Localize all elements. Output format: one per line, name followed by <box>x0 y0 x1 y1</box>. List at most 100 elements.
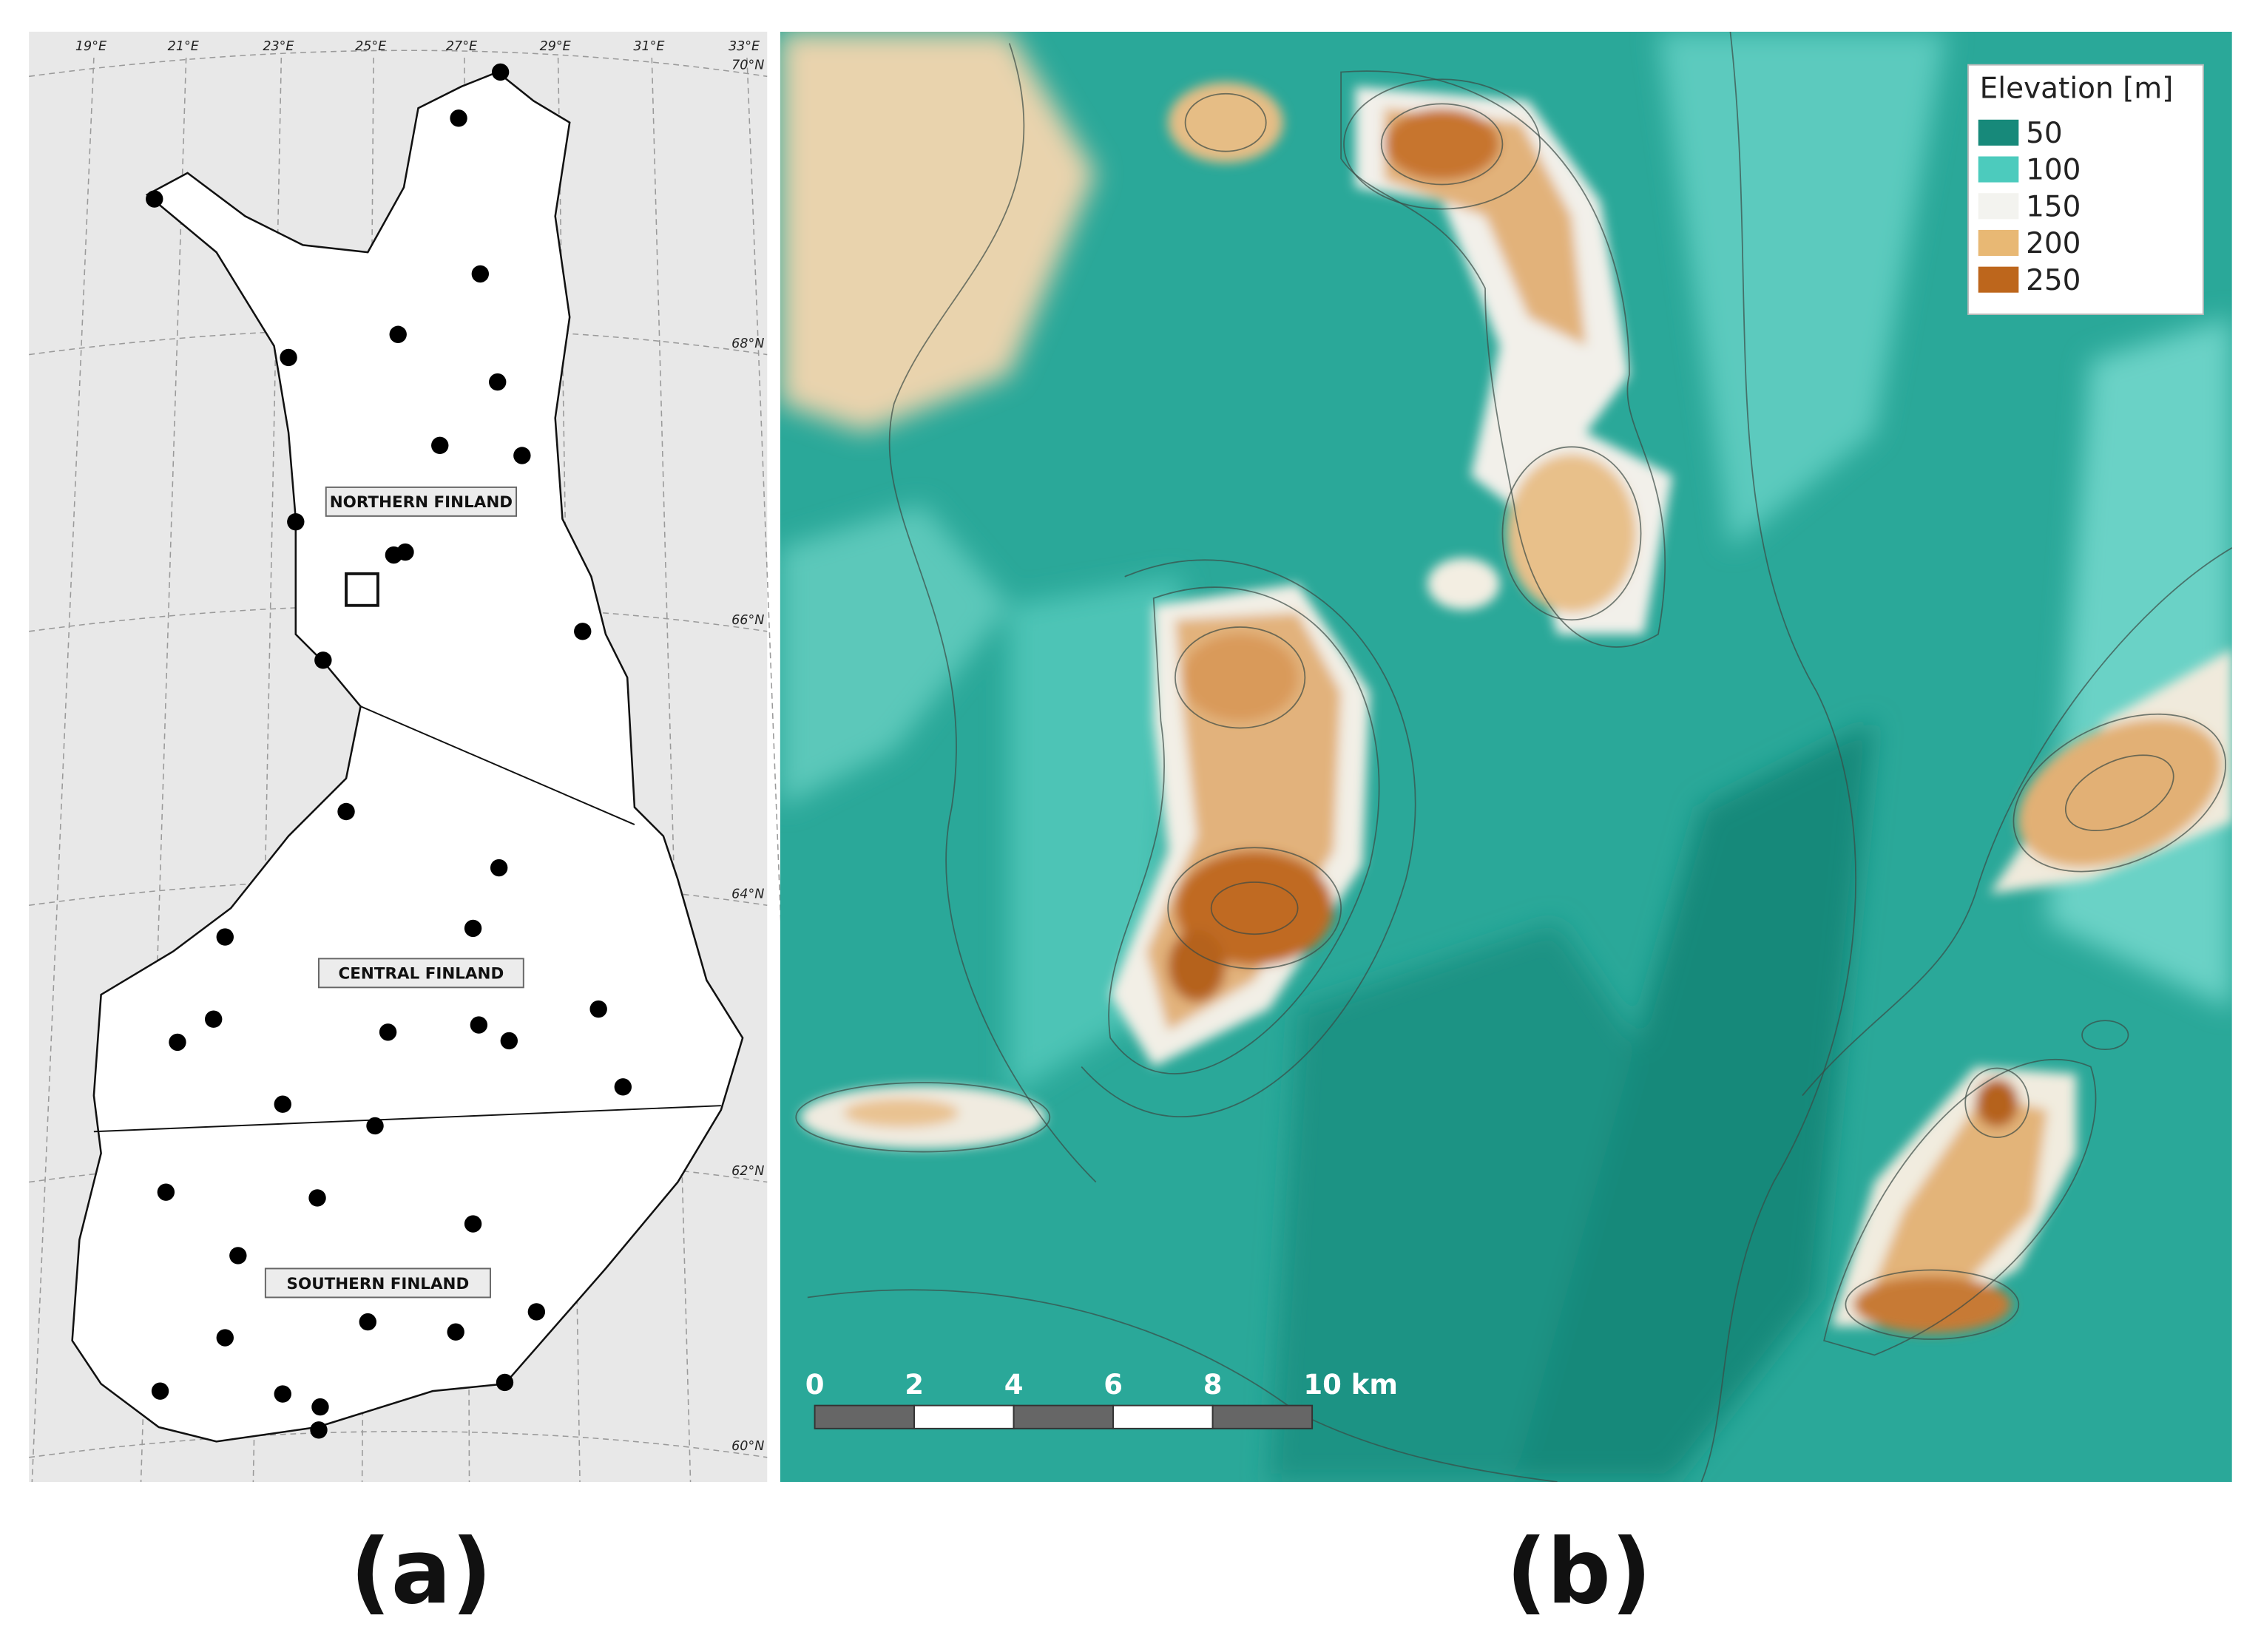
latitude-label: 64°N <box>731 887 764 901</box>
latitude-label: 70°N <box>731 58 764 73</box>
station <box>359 1313 376 1331</box>
legend-swatch <box>1978 119 2019 146</box>
station <box>496 1373 514 1392</box>
highlands <box>795 31 2232 1482</box>
station <box>447 1323 464 1341</box>
longitude-label: 21°E <box>168 39 200 54</box>
panel-a: NORTHERN FINLAND CENTRAL FINLAND SOUTHERN … <box>29 31 804 1483</box>
latitude-label: 60°N <box>731 1439 764 1454</box>
station <box>216 928 234 946</box>
station <box>389 325 407 343</box>
legend-label: 200 <box>2026 227 2081 260</box>
station <box>366 1117 384 1135</box>
meridian <box>31 57 95 1483</box>
longitude-label: 23°E <box>263 39 294 54</box>
region-label-box <box>325 486 518 517</box>
station <box>464 919 482 938</box>
station <box>310 1421 328 1439</box>
station <box>169 1033 186 1052</box>
station <box>396 543 414 561</box>
station <box>464 1215 482 1233</box>
meridian <box>651 57 692 1482</box>
legend-swatch <box>1978 156 2019 183</box>
caption: (a) <box>350 1520 492 1625</box>
legend-label: 250 <box>2026 264 2081 297</box>
scale-label: 2 <box>905 1369 924 1401</box>
latitude-labels: 70°N 68°N 66°N 64°N 62°N 60°N <box>731 58 764 1455</box>
station <box>229 1247 247 1265</box>
station <box>513 447 531 464</box>
longitude-label: 19°E <box>75 39 107 54</box>
station <box>470 1016 488 1034</box>
station <box>490 859 508 877</box>
station <box>308 1189 326 1207</box>
station <box>337 802 355 821</box>
latitude-label: 62°N <box>731 1164 764 1179</box>
station <box>280 348 297 367</box>
parallel <box>29 1430 768 1458</box>
scale-bar: 0 2 4 6 8 10 km <box>805 1369 1398 1429</box>
station <box>157 1183 175 1201</box>
region-label: SOUTHERN FINLAND <box>287 1275 470 1293</box>
station <box>379 1023 397 1041</box>
longitude-label: 29°E <box>540 39 572 54</box>
region-labels: NORTHERN FINLAND CENTRAL FINLAND SOUTHERN … <box>264 486 524 1299</box>
latitude-label: 66°N <box>731 613 764 628</box>
scale-label: 0 <box>805 1369 825 1401</box>
legend-title: Elevation [m] <box>1980 72 2174 106</box>
stations <box>146 63 632 1439</box>
latitude-label: 68°N <box>731 336 764 351</box>
station <box>614 1078 632 1096</box>
legend-swatch <box>1978 266 2019 293</box>
station <box>314 651 332 669</box>
legend-label: 100 <box>2026 154 2081 187</box>
meridian <box>746 57 804 1483</box>
scale-label: 6 <box>1104 1369 1123 1401</box>
region-label: NORTHERN FINLAND <box>330 493 513 512</box>
legend-swatch <box>1978 193 2019 220</box>
region-border <box>360 705 635 825</box>
region-label-box <box>264 1267 491 1299</box>
station <box>450 109 467 127</box>
region-label-box <box>318 958 524 989</box>
scale-segment <box>814 1404 916 1429</box>
longitude-label: 25°E <box>355 39 387 54</box>
study-area-box <box>345 572 379 607</box>
parallel <box>29 328 768 356</box>
station <box>489 373 507 391</box>
scale-segment <box>913 1404 1015 1429</box>
scale-label: 10 km <box>1303 1369 1398 1401</box>
station <box>274 1095 291 1113</box>
legend-label: 150 <box>2026 190 2081 223</box>
station <box>431 436 449 455</box>
scale-label: 4 <box>1004 1369 1024 1401</box>
caption: (b) <box>1506 1520 1652 1625</box>
scale-label: 8 <box>1203 1369 1223 1401</box>
station <box>500 1032 518 1050</box>
scale-segment <box>1013 1404 1115 1429</box>
station <box>287 512 305 531</box>
longitude-label: 33°E <box>729 39 760 54</box>
station <box>574 623 592 640</box>
station <box>491 63 510 81</box>
station <box>274 1385 291 1403</box>
station <box>151 1382 169 1400</box>
scale-segment <box>1112 1404 1214 1429</box>
longitude-label: 31°E <box>633 39 665 54</box>
station <box>311 1398 329 1416</box>
longitude-labels: 19°E 21°E 23°E 25°E 27°E 29°E 31°E 33°E <box>75 39 760 54</box>
longitude-label: 27°E <box>446 39 478 54</box>
station <box>146 190 163 208</box>
station <box>204 1010 223 1028</box>
parallel <box>29 50 768 78</box>
scale-segment <box>1211 1404 1314 1429</box>
station <box>471 265 490 283</box>
station <box>216 1329 234 1347</box>
station <box>589 1000 607 1018</box>
meridian <box>140 57 187 1482</box>
region-label: CENTRAL FINLAND <box>339 965 504 984</box>
legend-swatch <box>1978 229 2019 257</box>
